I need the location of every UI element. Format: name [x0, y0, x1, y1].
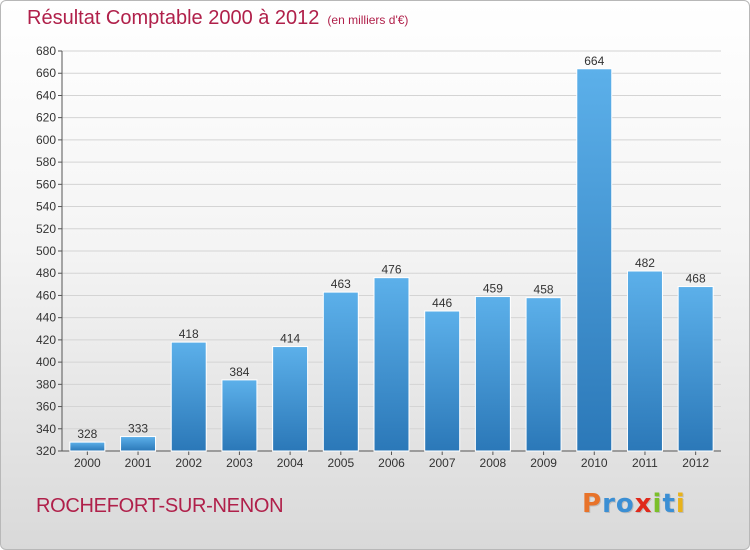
x-tick-label: 2004	[277, 456, 304, 470]
y-tick-label: 420	[36, 333, 56, 347]
x-tick-label: 2009	[530, 456, 557, 470]
chart-subtitle: (en milliers d'€)	[327, 13, 409, 27]
x-tick-label: 2012	[682, 456, 709, 470]
proxiti-logo: Proxiti	[582, 489, 686, 519]
bar-value-label: 468	[686, 272, 706, 286]
y-tick-label: 660	[36, 66, 56, 80]
bar-2008	[474, 296, 511, 452]
bar-value-label: 418	[179, 327, 199, 341]
bar-2000	[69, 441, 106, 452]
title-text: Résultat Comptable 2000 à 2012	[27, 7, 320, 29]
bar-2007	[424, 310, 461, 452]
x-tick-label: 2011	[632, 456, 658, 470]
bar-value-label: 463	[331, 277, 351, 291]
y-tick-label: 380	[36, 377, 56, 391]
x-tick-label: 2008	[480, 456, 507, 470]
bar-2004	[272, 346, 309, 452]
y-tick-label: 400	[36, 355, 56, 369]
y-tick-label: 600	[36, 133, 56, 147]
logo-letter: r	[602, 489, 616, 519]
x-tick-label: 2001	[125, 456, 152, 470]
x-tick-label: 2000	[74, 456, 101, 470]
bars	[69, 68, 714, 452]
bar-2012	[677, 286, 714, 452]
bar-2009	[525, 297, 562, 452]
y-tick-label: 520	[36, 222, 56, 236]
y-tick-label: 540	[36, 200, 56, 214]
bar-value-label: 384	[229, 365, 249, 379]
y-tick-label: 320	[36, 444, 56, 458]
y-tick-label: 480	[36, 266, 56, 280]
logo-letter: i	[652, 489, 663, 519]
bar-2010	[576, 68, 613, 452]
bar-value-label: 333	[128, 422, 148, 436]
y-tick-label: 440	[36, 311, 56, 325]
bar-value-label: 482	[635, 256, 655, 270]
logo-letter: P	[582, 489, 603, 519]
logo-letter: o	[615, 489, 635, 519]
bar-2002	[170, 341, 207, 452]
data-labels: 328 333 418 384 414 463 476 446 459 458 664 482 468	[77, 54, 706, 441]
bar-value-label: 414	[280, 332, 300, 346]
bar-value-label: 446	[432, 296, 452, 310]
bar-2006	[373, 277, 410, 452]
x-tick-label: 2010	[581, 456, 608, 470]
bar-2003	[221, 379, 258, 452]
y-tick-label: 640	[36, 88, 56, 102]
chart-title: Résultat Comptable 2000 à 2012 (en millie…	[27, 7, 408, 30]
y-tick-label: 580	[36, 155, 56, 169]
y-tick-label: 460	[36, 288, 56, 302]
y-tick-label: 620	[36, 111, 56, 125]
commune-name: ROCHEFORT-SUR-NENON	[36, 495, 284, 517]
logo-letter: t	[662, 489, 676, 519]
y-tick-label: 560	[36, 177, 56, 191]
bar-value-label: 458	[534, 283, 554, 297]
x-tick-label: 2003	[226, 456, 253, 470]
x-tick-label: 2005	[327, 456, 354, 470]
bar-value-label: 476	[381, 263, 401, 277]
bar-2011	[626, 270, 663, 452]
y-tick-label: 680	[36, 44, 56, 58]
bar-value-label: 664	[584, 54, 604, 68]
logo-letter: i	[675, 489, 686, 519]
y-tick-label: 360	[36, 400, 56, 414]
bar-2001	[120, 436, 157, 452]
y-tick-label: 340	[36, 422, 56, 436]
x-tick-label: 2007	[429, 456, 456, 470]
x-tick-label: 2006	[378, 456, 405, 470]
x-tick-label: 2002	[175, 456, 202, 470]
bar-value-label: 459	[483, 282, 503, 296]
bar-value-label: 328	[77, 427, 97, 441]
logo-letter: x	[634, 489, 653, 519]
y-tick-label: 500	[36, 244, 56, 258]
bar-2005	[322, 291, 359, 452]
